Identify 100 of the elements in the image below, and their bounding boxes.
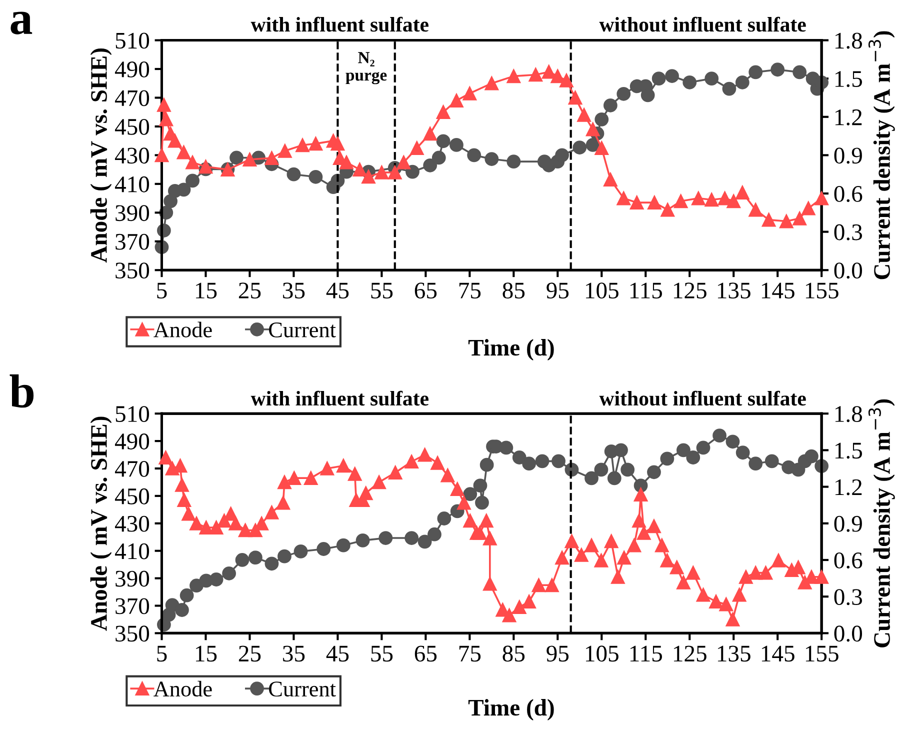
x-tick-label: 115 (630, 646, 662, 662)
y-tick-label: 370 (116, 598, 150, 614)
x-tick-label: 85 (502, 646, 525, 662)
point (577, 108, 591, 122)
legend-label: Current (269, 682, 336, 697)
point (686, 450, 700, 464)
x-tick-label: 155 (806, 282, 838, 299)
x-axis-title: Time (d) (468, 699, 554, 720)
y-axis-title: Anode ( mV vs. SHE) (90, 416, 112, 631)
x-tick-label: 95 (546, 646, 569, 662)
point (423, 126, 438, 141)
y-tick-label: 350 (116, 626, 150, 642)
point (616, 191, 631, 206)
point (473, 478, 488, 493)
x-tick-label: 5 (157, 282, 167, 299)
point (770, 62, 785, 77)
point (674, 194, 688, 208)
legend-label: Anode (154, 322, 212, 338)
point (792, 65, 807, 80)
point (704, 192, 719, 207)
point (352, 162, 367, 176)
point (180, 588, 194, 602)
chart-title: a (10, 12, 32, 34)
text: with influent sulfate (250, 16, 428, 32)
point (640, 88, 655, 102)
point (294, 544, 308, 558)
point (696, 440, 710, 455)
point (330, 136, 345, 151)
point (542, 64, 556, 79)
x-tick-label: 115 (630, 282, 662, 299)
x-tick-label: 55 (371, 646, 393, 662)
point (779, 214, 794, 228)
point (484, 152, 499, 166)
point (484, 76, 499, 90)
y2-tick-label: 1.2 (835, 479, 862, 496)
point (594, 141, 609, 155)
point (614, 443, 628, 458)
y2-tick-label: 0.9 (834, 148, 862, 164)
point (550, 69, 565, 84)
point (801, 201, 816, 216)
point (316, 542, 331, 556)
y-tick-label: 390 (116, 205, 150, 222)
point (660, 452, 674, 466)
point (463, 487, 478, 502)
point (792, 211, 807, 226)
point (506, 69, 521, 84)
point (676, 443, 690, 458)
point (691, 191, 706, 206)
point (616, 86, 631, 101)
point (176, 182, 191, 197)
y2-tick-label: 0.6 (834, 186, 862, 202)
y-tick-label: 490 (114, 61, 150, 78)
y2-tick-label: 0.6 (834, 552, 862, 569)
point (748, 65, 763, 80)
y2-tick-label: 1.5 (835, 442, 862, 459)
point (235, 553, 250, 567)
point (157, 98, 171, 112)
y-tick-label: 410 (114, 176, 150, 192)
x-tick-label: 145 (762, 282, 794, 299)
x-axis-title: Time (d) (468, 339, 554, 360)
point (418, 534, 432, 549)
point (660, 202, 675, 217)
point (450, 94, 464, 108)
point (176, 145, 191, 160)
x-tick-label: 125 (674, 646, 706, 662)
point (647, 465, 661, 480)
point (436, 105, 450, 120)
x-tick-label: 85 (502, 282, 525, 299)
point (568, 90, 582, 105)
x-tick-label: 145 (762, 646, 794, 662)
point (652, 72, 666, 86)
point (475, 496, 489, 510)
point (406, 164, 420, 179)
point (522, 456, 536, 471)
point (712, 428, 726, 442)
y2-tick-label: 1.8 (835, 32, 862, 49)
x-tick-label: 65 (414, 646, 437, 662)
point (726, 194, 741, 208)
point (722, 82, 736, 96)
point (264, 556, 279, 571)
point (378, 531, 393, 545)
y2-tick-label: 0.3 (834, 224, 862, 240)
x-tick-label: 105 (586, 282, 618, 299)
point (647, 196, 662, 210)
point (154, 148, 169, 162)
x-tick-label: 95 (546, 282, 569, 299)
y-tick-label: 470 (114, 90, 150, 106)
point (665, 69, 679, 83)
text: without influent sulfate (599, 16, 806, 32)
y-tick-label: 450 (114, 488, 150, 504)
x-tick-label: 55 (371, 282, 393, 299)
point (682, 75, 697, 90)
y-axis-title: Anode ( mV vs. SHE) (90, 48, 112, 263)
point (620, 462, 635, 477)
point (607, 471, 622, 486)
point (603, 98, 618, 112)
point (308, 136, 323, 151)
point (278, 549, 292, 564)
point (159, 112, 174, 126)
point (336, 538, 350, 552)
